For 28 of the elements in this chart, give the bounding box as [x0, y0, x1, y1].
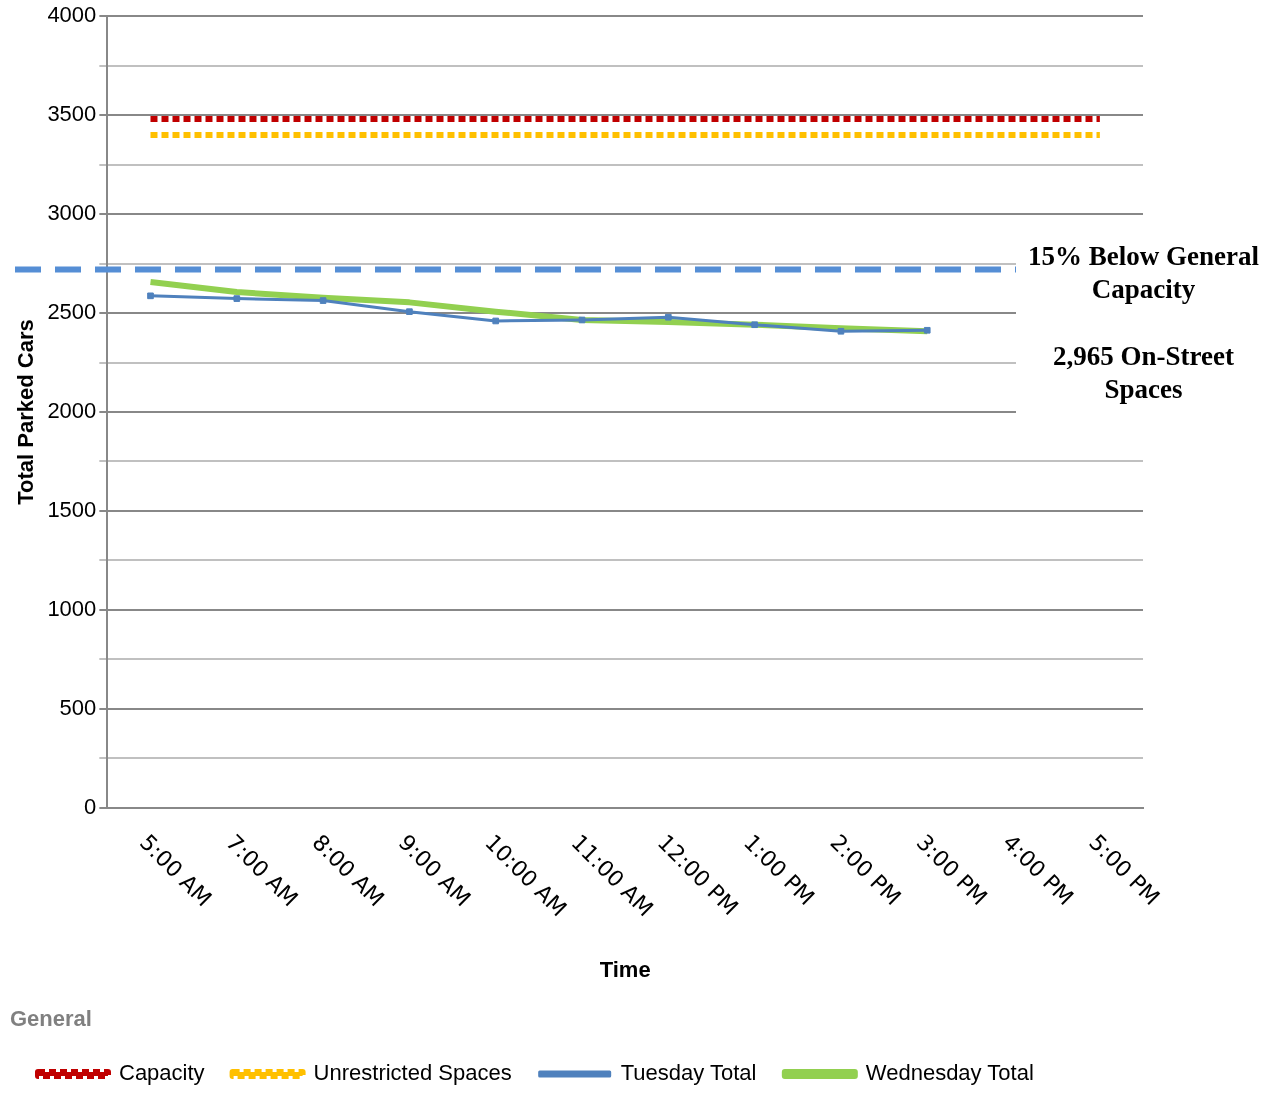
- point: [406, 308, 413, 315]
- y-tick-label: 2500: [47, 299, 97, 325]
- y-tick-label: 1500: [47, 497, 97, 523]
- legend-label: Tuesday Total: [620, 1060, 757, 1086]
- point: [578, 316, 586, 324]
- y-tick-label: 1000: [47, 595, 97, 621]
- legend-label: Wednesday Total: [865, 1060, 1034, 1086]
- point: [837, 327, 845, 335]
- y-tick-label: 2000: [47, 398, 97, 424]
- point: [233, 295, 241, 302]
- point: [751, 321, 758, 329]
- point: [665, 313, 672, 321]
- annotation: 15% Below General Capacity: [1027, 240, 1260, 306]
- y-tick-label: 3000: [47, 200, 97, 226]
- y-tick-label: 3500: [47, 101, 97, 127]
- point: [923, 326, 931, 334]
- legend-label: Unrestricted Spaces: [313, 1060, 512, 1086]
- y-tick-label: 0: [84, 793, 97, 819]
- legend-title: General: [10, 1005, 92, 1031]
- y-axis-title: Total Parked Cars: [13, 319, 39, 505]
- y-tick-label: 4000: [47, 2, 97, 28]
- x-axis-title: Time: [599, 957, 651, 983]
- legend-label: Capacity: [119, 1060, 205, 1086]
- point: [492, 317, 500, 325]
- point: [319, 297, 327, 304]
- annotation: 2,965 On-Street Spaces: [1052, 340, 1235, 406]
- y-tick-label: 500: [59, 694, 97, 720]
- point: [147, 292, 154, 300]
